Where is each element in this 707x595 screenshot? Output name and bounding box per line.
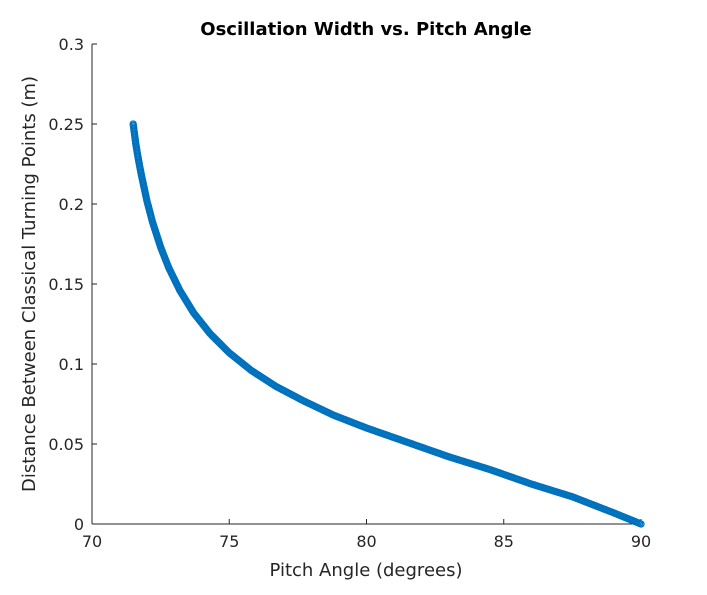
- data-points: [129, 120, 645, 528]
- y-tick-label: 0.2: [59, 195, 84, 214]
- y-tick-label: 0: [74, 515, 84, 534]
- y-tick-label: 0.05: [48, 435, 84, 454]
- x-tick-label: 85: [494, 532, 514, 551]
- x-tick-label: 70: [82, 532, 102, 551]
- y-tick-label: 0.25: [48, 115, 84, 134]
- y-tick-label: 0.1: [59, 355, 84, 374]
- axes: 70 75 80 85 90 0 0.05 0.1 0.15 0.2 0.25 0.3: [48, 35, 651, 551]
- x-tick-label: 80: [356, 532, 376, 551]
- data-point: [637, 520, 645, 528]
- x-tick-label: 90: [631, 532, 651, 551]
- y-tick-label: 0.15: [48, 275, 84, 294]
- x-tick-label: 75: [219, 532, 239, 551]
- chart-title: Oscillation Width vs. Pitch Angle: [200, 19, 531, 40]
- y-tick-label: 0.3: [59, 35, 84, 54]
- y-axis-label: Distance Between Classical Turning Point…: [19, 76, 40, 492]
- x-axis-label: Pitch Angle (degrees): [270, 560, 463, 581]
